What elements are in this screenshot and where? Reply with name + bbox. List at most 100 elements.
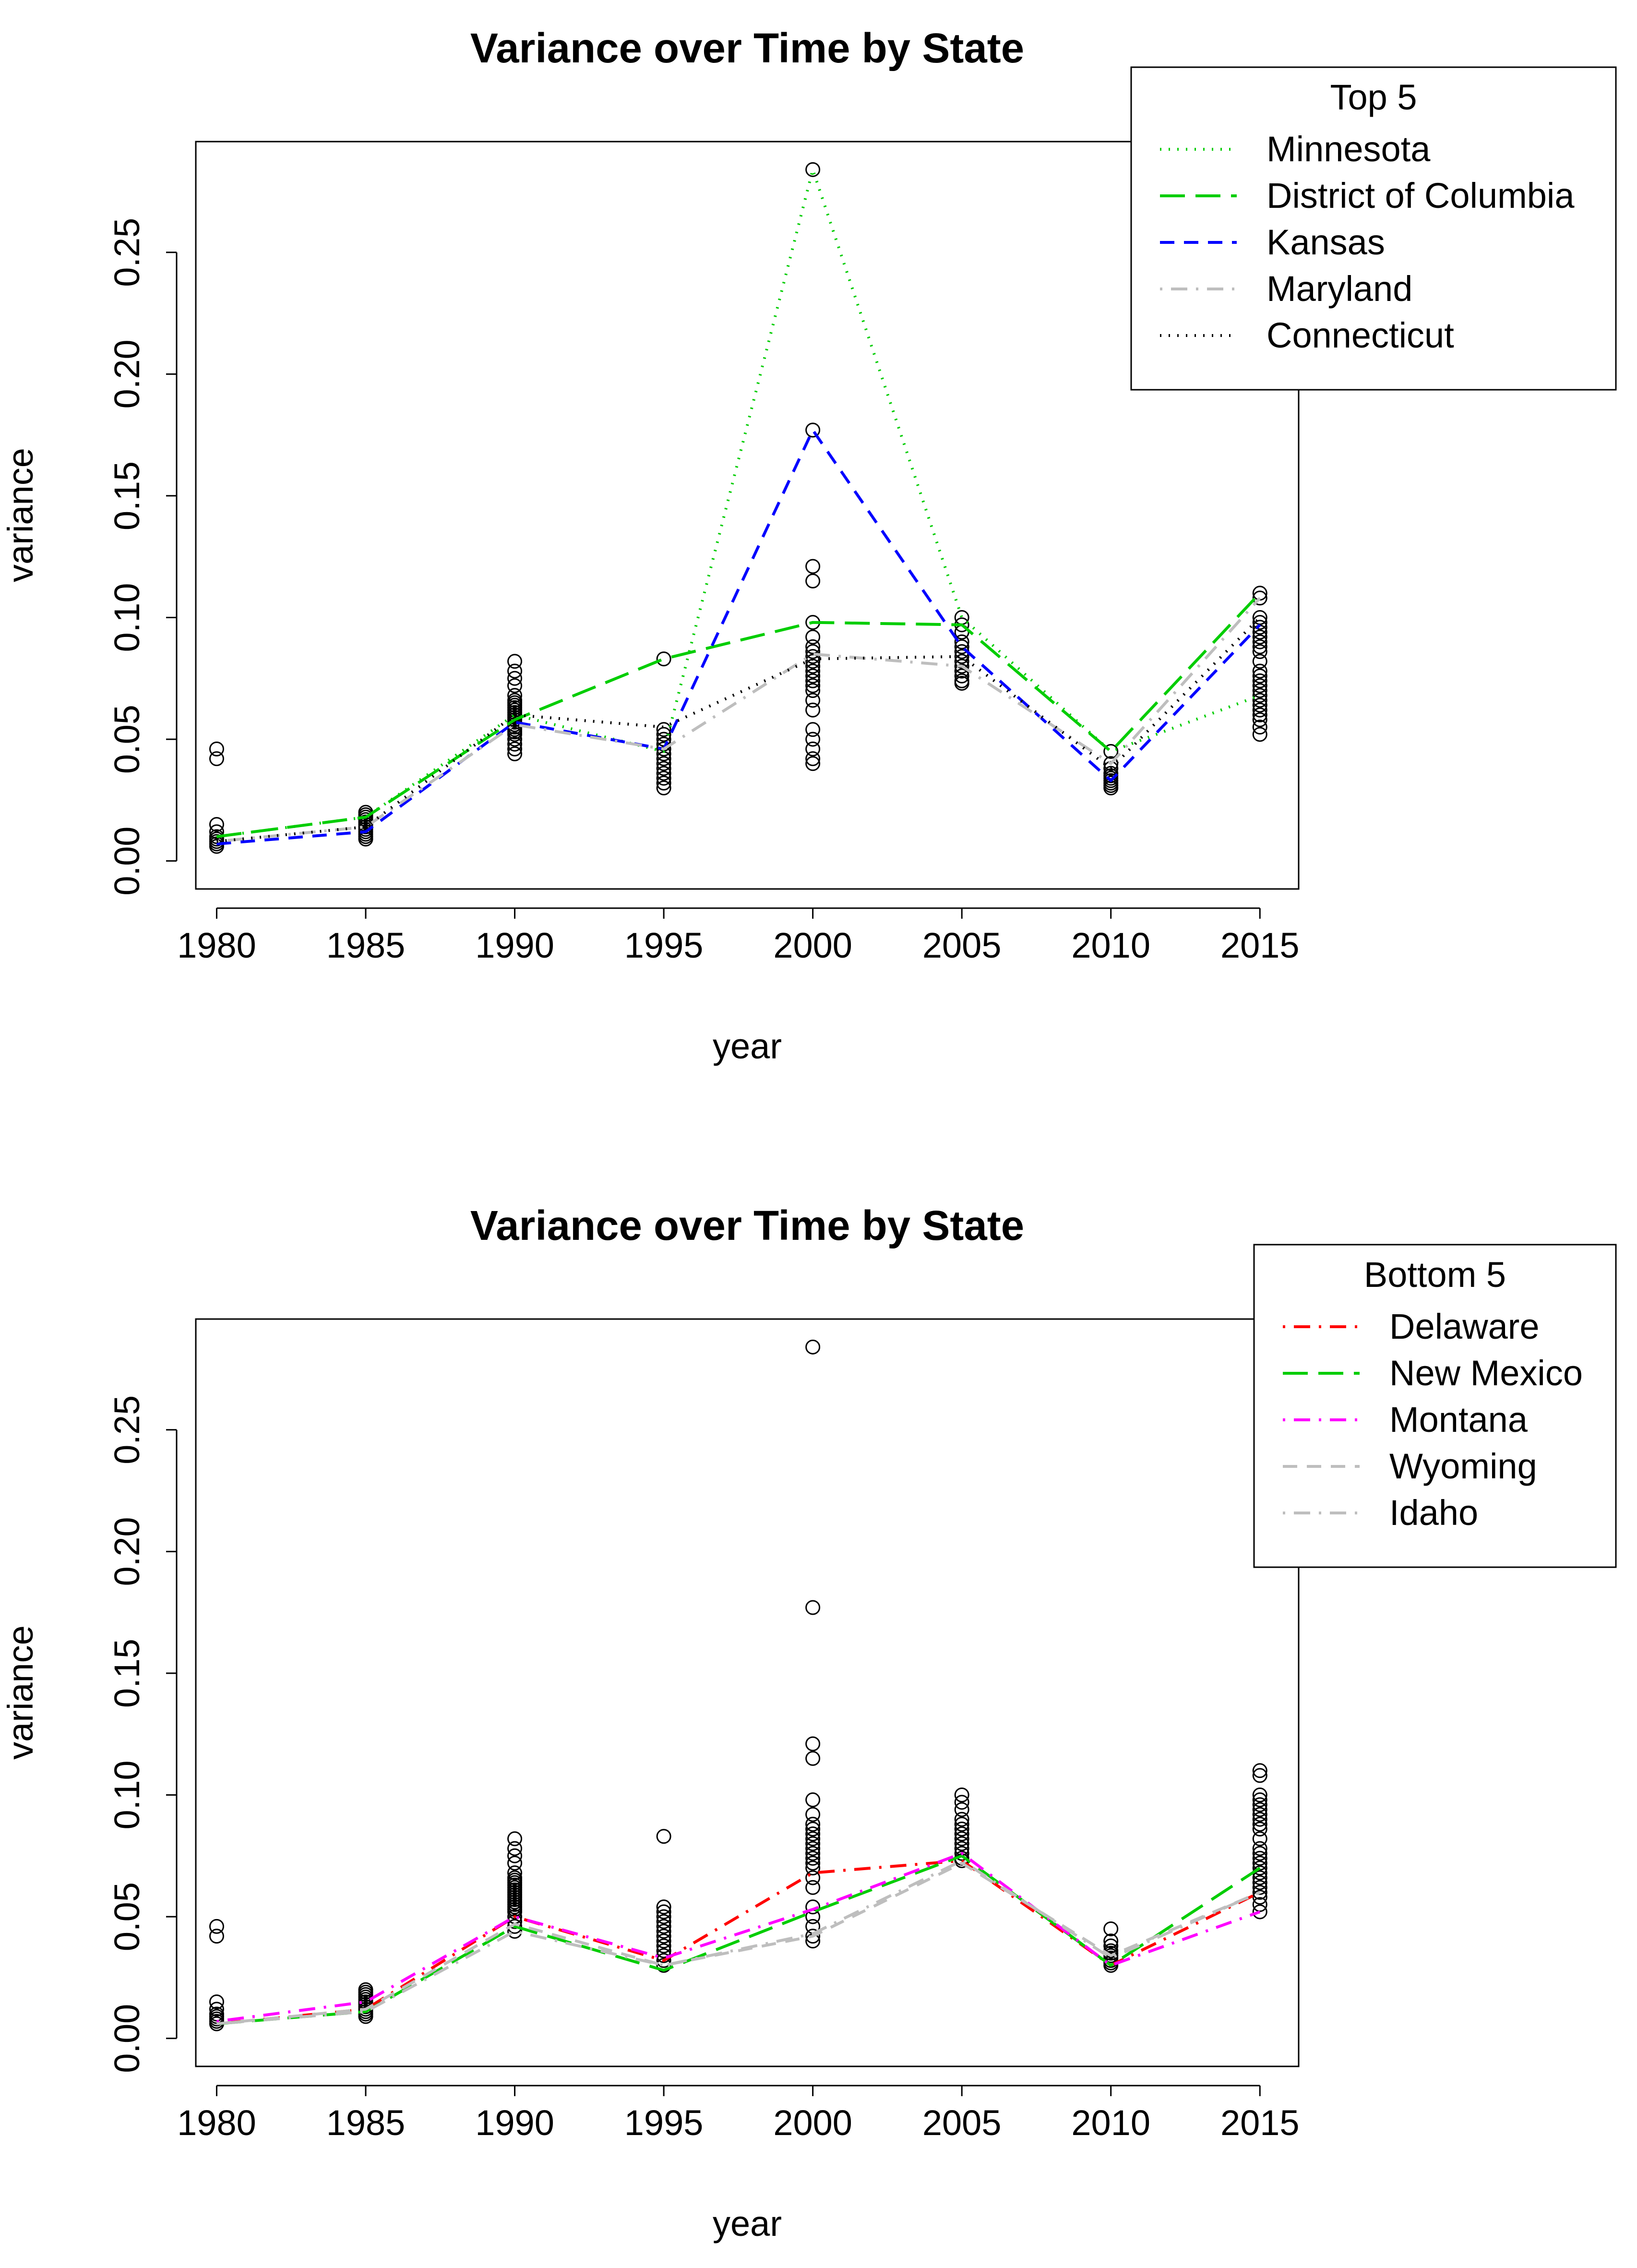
scatter-point (1252, 668, 1267, 684)
y-tick-label: 0.10 (107, 1760, 147, 1829)
scatter-point (507, 654, 523, 669)
chart-title: Variance over Time by State (470, 1202, 1024, 1249)
scatter-point (805, 649, 821, 664)
scatter-point (507, 1831, 523, 1847)
scatter-point (805, 1880, 821, 1895)
x-tick-label: 1995 (624, 925, 704, 965)
scatter-point (1252, 610, 1267, 625)
scatter-point (1252, 1763, 1267, 1778)
scatter-point (656, 775, 671, 791)
scatter-point (656, 770, 671, 786)
legend-label: Maryland (1267, 269, 1412, 309)
scatter-point (656, 1938, 671, 1954)
x-tick-label: 1985 (326, 925, 406, 965)
scatter-point (805, 1751, 821, 1766)
scatter-point (805, 751, 821, 767)
scatter-point (1252, 693, 1267, 708)
scatter-point (805, 1860, 821, 1876)
scatter-points (209, 1339, 1267, 2031)
scatter-point (805, 756, 821, 771)
scatter-point (507, 688, 523, 703)
scatter-point (1252, 634, 1267, 649)
scatter-point (805, 1816, 821, 1832)
scatter-point (1252, 702, 1267, 718)
series-line-wyoming (216, 1861, 1261, 2026)
scatter-point (805, 1736, 821, 1752)
scatter-point (805, 1846, 821, 1861)
scatter-point (507, 663, 523, 679)
series-line-district-of-columbia (216, 592, 1261, 838)
scatter-point (805, 1831, 821, 1847)
y-axis: 0.00 0.05 0.10 0.15 0.20 0.25 (107, 218, 178, 896)
scatter-point (656, 756, 671, 771)
y-tick-label: 0.05 (107, 705, 147, 774)
scatter-point (1252, 1807, 1267, 1822)
plot-frame (195, 141, 1300, 890)
x-tick-label: 1980 (177, 2103, 256, 2143)
scatter-point (1252, 1870, 1267, 1885)
y-tick-label: 0.15 (107, 1639, 147, 1708)
y-axis-label: variance (0, 1625, 40, 1760)
scatter-point (954, 1822, 969, 1837)
scatter-point (805, 1339, 821, 1355)
legend-label: Connecticut (1267, 315, 1454, 355)
scatter-point (1252, 1856, 1267, 1871)
scatter-point (507, 1904, 523, 1920)
scatter-point (656, 780, 671, 796)
scatter-point (805, 1600, 821, 1615)
scatter-point (507, 746, 523, 762)
scatter-point (507, 1848, 523, 1863)
x-axis: 1980 1985 1990 1995 2000 2005 2010 2015 (177, 2085, 1300, 2143)
scatter-point (805, 663, 821, 679)
scatter-point (805, 678, 821, 694)
scatter-point (507, 741, 523, 756)
x-tick-label: 2015 (1220, 2103, 1300, 2143)
scatter-point (656, 651, 671, 667)
scatter-point (805, 1899, 821, 1915)
scatter-point (805, 629, 821, 645)
scatter-point (805, 1822, 821, 1837)
y-tick-label: 0.00 (107, 827, 147, 896)
scatter-point (209, 2002, 224, 2017)
legend: Bottom 5 Delaware New Mexico Montana Wyoming… (1253, 1244, 1617, 1568)
scatter-point (656, 1829, 671, 1844)
scatter-point (656, 1904, 671, 1920)
scatter-point (209, 751, 224, 767)
scatter-point (1252, 1860, 1267, 1876)
x-tick-label: 2010 (1071, 925, 1150, 965)
scatter-point (954, 659, 969, 674)
scatter-point (805, 654, 821, 669)
scatter-point (954, 1816, 969, 1832)
scatter-point (805, 741, 821, 756)
y-axis-label: variance (0, 448, 40, 582)
scatter-point (209, 1994, 224, 2010)
y-tick-label: 0.20 (107, 339, 147, 408)
scatter-point (656, 1933, 671, 1949)
scatter-point (209, 1929, 224, 1944)
legend-label: District of Columbia (1267, 176, 1575, 216)
x-axis: 1980 1985 1990 1995 2000 2005 2010 2015 (177, 907, 1300, 965)
y-tick-label: 0.20 (107, 1517, 147, 1586)
x-tick-label: 2005 (922, 925, 1002, 965)
legend: Top 5 Minnesota District of Columbia Kansas… (1130, 66, 1617, 391)
scatter-point (805, 732, 821, 747)
scatter-point (656, 1909, 671, 1924)
scatter-point (507, 1865, 523, 1881)
scatter-point (1252, 1875, 1267, 1890)
x-tick-label: 1995 (624, 2103, 704, 2143)
x-tick-label: 1990 (475, 2103, 554, 2143)
scatter-point (1252, 678, 1267, 694)
y-tick-label: 0.25 (107, 218, 147, 287)
legend-label: Montana (1389, 1400, 1528, 1440)
x-tick-label: 1980 (177, 925, 256, 965)
scatter-point (805, 1792, 821, 1808)
scatter-point (805, 683, 821, 698)
scatter-point (656, 727, 671, 742)
scatter-point (656, 1943, 671, 1958)
legend-label: New Mexico (1389, 1353, 1583, 1393)
scatter-point (507, 736, 523, 752)
scatter-point (1252, 639, 1267, 654)
scatter-point (805, 644, 821, 660)
y-axis: 0.00 0.05 0.10 0.15 0.20 0.25 (107, 1395, 178, 2073)
scatter-point (805, 559, 821, 574)
